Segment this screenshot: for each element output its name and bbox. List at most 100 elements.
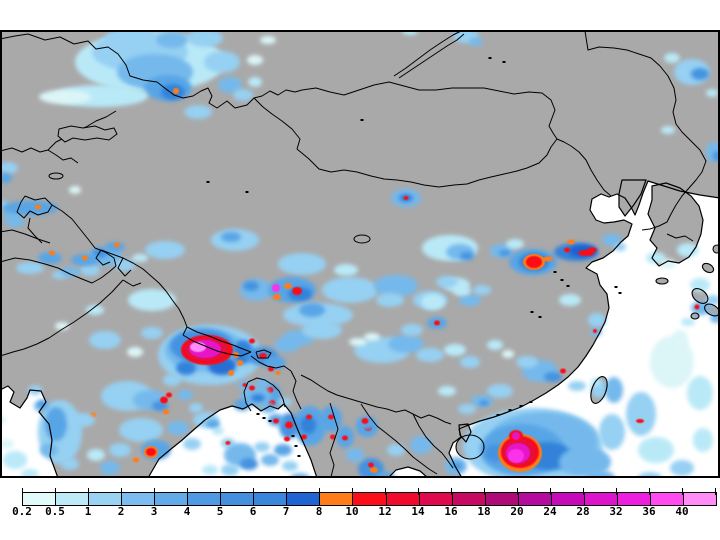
precip-blob <box>328 414 334 420</box>
island <box>691 313 699 319</box>
precip-blob <box>334 264 358 276</box>
map-speck <box>560 279 564 281</box>
colorbar-segment <box>683 493 716 505</box>
precip-blob <box>626 392 656 436</box>
country-border <box>360 403 438 475</box>
precip-blob <box>292 287 302 295</box>
precip-blob <box>434 320 440 326</box>
precip-blob <box>388 335 424 353</box>
precip-blob <box>89 331 121 349</box>
colorbar-tick <box>286 488 287 495</box>
colorbar-segment <box>551 493 585 505</box>
precip-blob <box>251 394 265 402</box>
country-border <box>16 195 53 219</box>
precip-blob <box>499 250 511 256</box>
colorbar-label: 2 <box>117 505 125 518</box>
precip-blob <box>300 416 316 434</box>
precip-blob <box>161 84 185 100</box>
country-border <box>250 355 292 372</box>
precip-blob <box>260 403 276 413</box>
country-border <box>0 229 51 244</box>
colorbar-label: 1 <box>84 505 92 518</box>
precip-blob <box>508 449 524 463</box>
precip-blob <box>237 360 243 366</box>
precip-blob <box>368 462 374 468</box>
map-speck <box>291 435 295 437</box>
precip-blob <box>559 447 611 477</box>
precip-blob <box>55 322 69 330</box>
country-border <box>0 257 117 284</box>
colorbar-label: 32 <box>609 505 623 518</box>
colorbar-label: 8 <box>315 505 323 518</box>
map-speck <box>530 311 534 313</box>
precip-blob <box>16 262 44 274</box>
map-speck <box>268 420 272 422</box>
precip-blob <box>2 201 58 215</box>
precip-blob <box>458 404 476 414</box>
colorbar-tick <box>517 488 518 495</box>
precip-blob <box>374 275 418 297</box>
country-border <box>301 81 558 140</box>
island-outline <box>712 244 720 254</box>
country-border <box>117 257 132 277</box>
precip-blob <box>299 303 325 317</box>
colorbar <box>22 492 717 506</box>
precip-blob <box>39 90 91 104</box>
precip-blob <box>21 469 39 478</box>
precip-blob <box>587 247 597 253</box>
precip-blob <box>69 413 95 427</box>
precip-blob <box>370 467 378 473</box>
precip-blob <box>69 186 81 194</box>
precip-blob <box>228 370 234 376</box>
colorbar-segment <box>89 493 123 505</box>
colorbar-tick <box>682 488 683 495</box>
colorbar-label: 16 <box>444 505 458 518</box>
precip-blob <box>706 295 720 305</box>
precip-blob <box>82 255 88 261</box>
precip-blob <box>167 421 189 435</box>
precip-blob <box>512 432 520 440</box>
map-speck <box>529 401 533 403</box>
map-speck <box>256 413 260 415</box>
country-border <box>255 349 272 359</box>
precip-blob <box>444 344 466 356</box>
precip-blob <box>301 434 307 440</box>
colorbar-segment <box>452 493 486 505</box>
precip-blob <box>3 451 27 469</box>
colorbar-label: 4 <box>183 505 191 518</box>
precip-blob <box>184 105 212 119</box>
precip-blob <box>183 438 201 450</box>
precip-blob <box>516 356 538 368</box>
colorbar-tick <box>550 488 551 495</box>
precip-blob <box>568 381 586 391</box>
country-border <box>0 33 303 109</box>
precip-blob <box>416 348 444 362</box>
colorbar-label: 0.5 <box>45 505 65 518</box>
colorbar-tick <box>55 488 56 495</box>
precip-blob <box>526 256 542 268</box>
colorbar-tick <box>187 488 188 495</box>
map-speck <box>538 316 542 318</box>
precip-blob <box>204 51 240 73</box>
precip-blob <box>100 461 120 475</box>
country-border <box>182 334 252 357</box>
precip-blob <box>284 436 290 442</box>
colorbar-segment <box>221 493 255 505</box>
precip-blob <box>677 243 699 257</box>
precip-blob <box>218 77 242 93</box>
precip-blob <box>132 254 148 262</box>
precip-blob <box>249 385 255 391</box>
precip-blob <box>0 439 14 449</box>
precip-blob <box>206 420 220 428</box>
precip-blob <box>133 457 139 463</box>
colorbar-tick <box>385 488 386 495</box>
precip-blob <box>61 458 79 470</box>
precip-blob <box>322 277 378 303</box>
island-outline <box>455 434 485 460</box>
country-border <box>247 377 286 408</box>
lake-outline <box>353 234 371 244</box>
precip-blob <box>146 448 156 456</box>
precip-blob <box>249 338 255 344</box>
precip-blob <box>60 267 80 277</box>
colorbar-tick <box>583 488 584 495</box>
